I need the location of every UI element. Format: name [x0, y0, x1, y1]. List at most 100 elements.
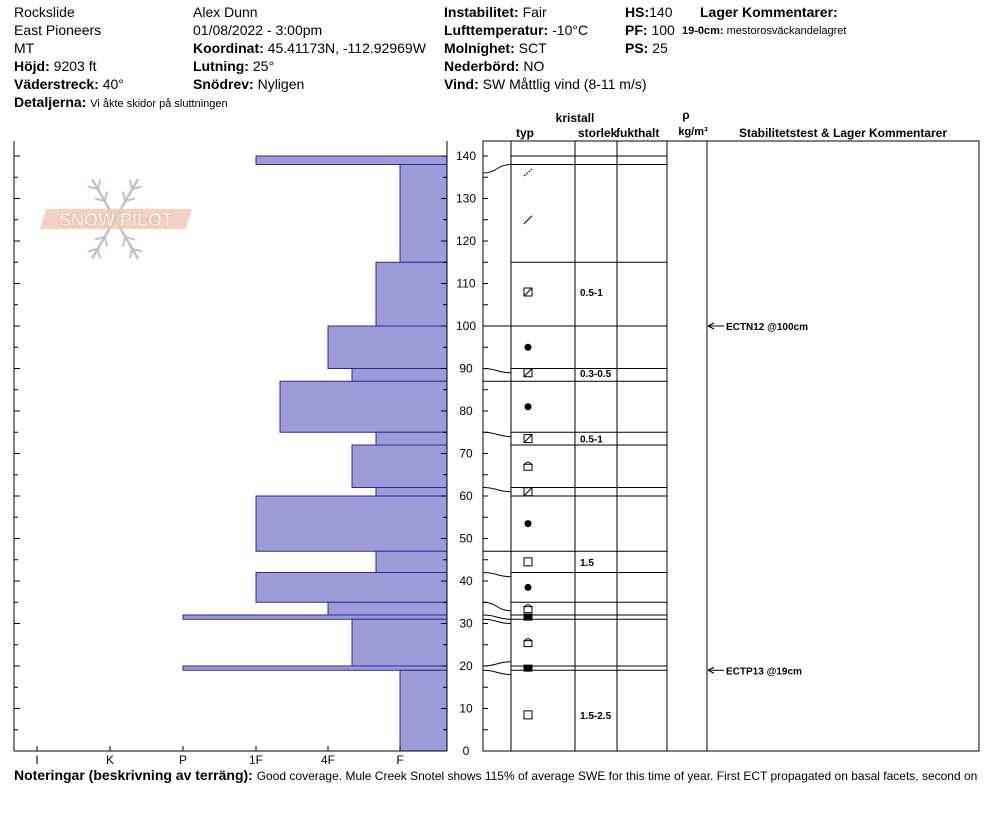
- stability-tests: ECTN12 @100cm ECTP13 @19cm: [707, 322, 808, 677]
- location: Rockslide: [14, 4, 75, 20]
- depth-tick-label: 70: [459, 447, 473, 461]
- coord-label: Koordinat:: [193, 40, 264, 56]
- grain-symbol-box-slash: [523, 368, 533, 378]
- elevation-row: Höjd: 9203 ft: [14, 57, 96, 75]
- grain-symbol-box: [523, 434, 533, 444]
- elevation-value: 9203 ft: [53, 58, 97, 74]
- hardness-bar: [255, 572, 448, 603]
- snowflake-branch: [87, 247, 99, 253]
- grain-symbol-box: [523, 463, 533, 471]
- wind-value: SW Måttlig vind (8-11 m/s): [482, 76, 647, 92]
- layer-connector: [482, 601, 512, 612]
- details-label: Detaljerna:: [14, 94, 87, 110]
- aspect-row: Väderstreck: 40°: [14, 75, 124, 93]
- grain-symbol-square: [523, 710, 533, 720]
- aspect-value: 40°: [102, 76, 124, 92]
- snowflake-branch: [94, 197, 105, 203]
- layer-connector: [482, 618, 512, 624]
- slope-row: Lutning: 25°: [193, 57, 274, 75]
- layer-table: [482, 140, 980, 752]
- snowflake-branch: [131, 247, 143, 253]
- slope-value: 25°: [252, 58, 275, 74]
- snowflake-branch: [121, 236, 127, 247]
- depth-tick-label: 100: [456, 319, 476, 333]
- snowflake-branch: [128, 248, 134, 259]
- ps-value: 25: [652, 40, 668, 56]
- logo-banner: [40, 209, 192, 229]
- notes-row: Noteringar (beskrivning av terräng): Goo…: [14, 766, 994, 785]
- hardness-bar: [351, 444, 448, 488]
- depth-tick-label: 140: [456, 149, 476, 163]
- hs-row: HS:140: [625, 3, 672, 21]
- col-crystal: kristall: [556, 111, 595, 125]
- layer-comments-label: Lager Kommentarer:: [700, 4, 838, 20]
- layer-comment-depth: 19-0cm:: [682, 25, 724, 37]
- sky-label: Molnighet:: [444, 40, 515, 56]
- grain-symbol-dot: [524, 403, 532, 411]
- hardness-bar: [375, 261, 448, 327]
- layer-connector: [482, 164, 512, 174]
- instability-label: Instabilitet:: [444, 4, 519, 20]
- state: MT: [14, 40, 35, 56]
- grain-symbol-dot: [524, 343, 532, 351]
- grain-symbol-dome: [523, 461, 533, 466]
- depth-tick-label: 110: [456, 277, 475, 291]
- coord-value: 45.41173N, -112.92969W: [267, 40, 426, 56]
- layer-connector: [482, 661, 512, 667]
- details-row: Detaljerna: Vi åkte skidor på sluttninge…: [14, 93, 228, 113]
- hardness-bar: [375, 487, 448, 497]
- hardness-graph-frame: [13, 141, 448, 752]
- hardness-bar: [255, 155, 448, 165]
- grain-symbol-box: [523, 368, 533, 378]
- grain-size-label: 1.5: [580, 558, 594, 569]
- depth-tick-label: 20: [459, 659, 473, 673]
- depth-tick-label: 30: [459, 617, 473, 631]
- hardness-axis: I K P 1F 4F F: [35, 746, 404, 767]
- table-border: [482, 140, 980, 752]
- sky-value: SCT: [518, 40, 547, 56]
- hardness-tick-label: 4F: [321, 753, 335, 767]
- grain-symbol-slash: [523, 215, 533, 225]
- grain-symbols: 0.5-1 0.3-0.5 0.5-1 1.5 1.5-2.5: [523, 168, 612, 722]
- wind-label: Vind:: [444, 76, 479, 92]
- snowflake-branch: [103, 191, 109, 202]
- wind-row: Vind: SW Måttlig vind (8-11 m/s): [444, 75, 647, 93]
- col-size: storlek: [578, 126, 618, 140]
- details-value: Vi åkte skidor på sluttningen: [90, 98, 228, 110]
- layer-connector: [482, 368, 512, 374]
- hardness-bar: [327, 325, 448, 369]
- grain-size-label: 0.3-0.5: [580, 369, 612, 380]
- depth-tick-label: 90: [459, 362, 473, 376]
- col-stability: Stabilitetstest & Lager Kommentarer: [739, 126, 947, 140]
- hardness-bar: [351, 368, 448, 382]
- depth-tick-label: 40: [459, 574, 473, 588]
- hardness-bar: [399, 164, 448, 263]
- ps-label: PS:: [625, 40, 649, 56]
- stability-test-label: ECTP13 @19cm: [726, 666, 802, 677]
- grain-symbol-box-slash: [523, 487, 533, 497]
- ps-row: PS: 25: [625, 39, 668, 57]
- hardness-bar: [182, 665, 448, 671]
- snowflake-branch: [125, 197, 136, 203]
- grain-symbol-box: [523, 606, 533, 614]
- depth-tick-label: 80: [459, 404, 473, 418]
- hardness-tick-label: K: [106, 753, 114, 767]
- pf-row: PF: 100: [625, 21, 675, 39]
- hardness-bar: [375, 431, 448, 446]
- grain-symbol-dome: [523, 638, 533, 642]
- precip-row: Nederbörd: NO: [444, 57, 544, 75]
- hs-label: HS:: [625, 4, 650, 20]
- notes-label: Noteringar (beskrivning av terräng):: [14, 767, 253, 783]
- grain-symbol-square-filled: [523, 613, 533, 621]
- precip-label: Nederbörd:: [444, 58, 520, 74]
- test-arrow-head: [707, 666, 715, 674]
- stability-test-label: ECTN12 @100cm: [726, 322, 808, 333]
- grain-size-label: 0.5-1: [580, 288, 603, 299]
- datetime: 01/08/2022 - 3:00pm: [193, 22, 323, 38]
- slope-label: Lutning:: [193, 58, 249, 74]
- sky-row: Molnighet: SCT: [444, 39, 547, 57]
- hardness-bar: [327, 601, 448, 616]
- hardness-tick-label: P: [179, 753, 187, 767]
- layer-connector: [482, 572, 512, 578]
